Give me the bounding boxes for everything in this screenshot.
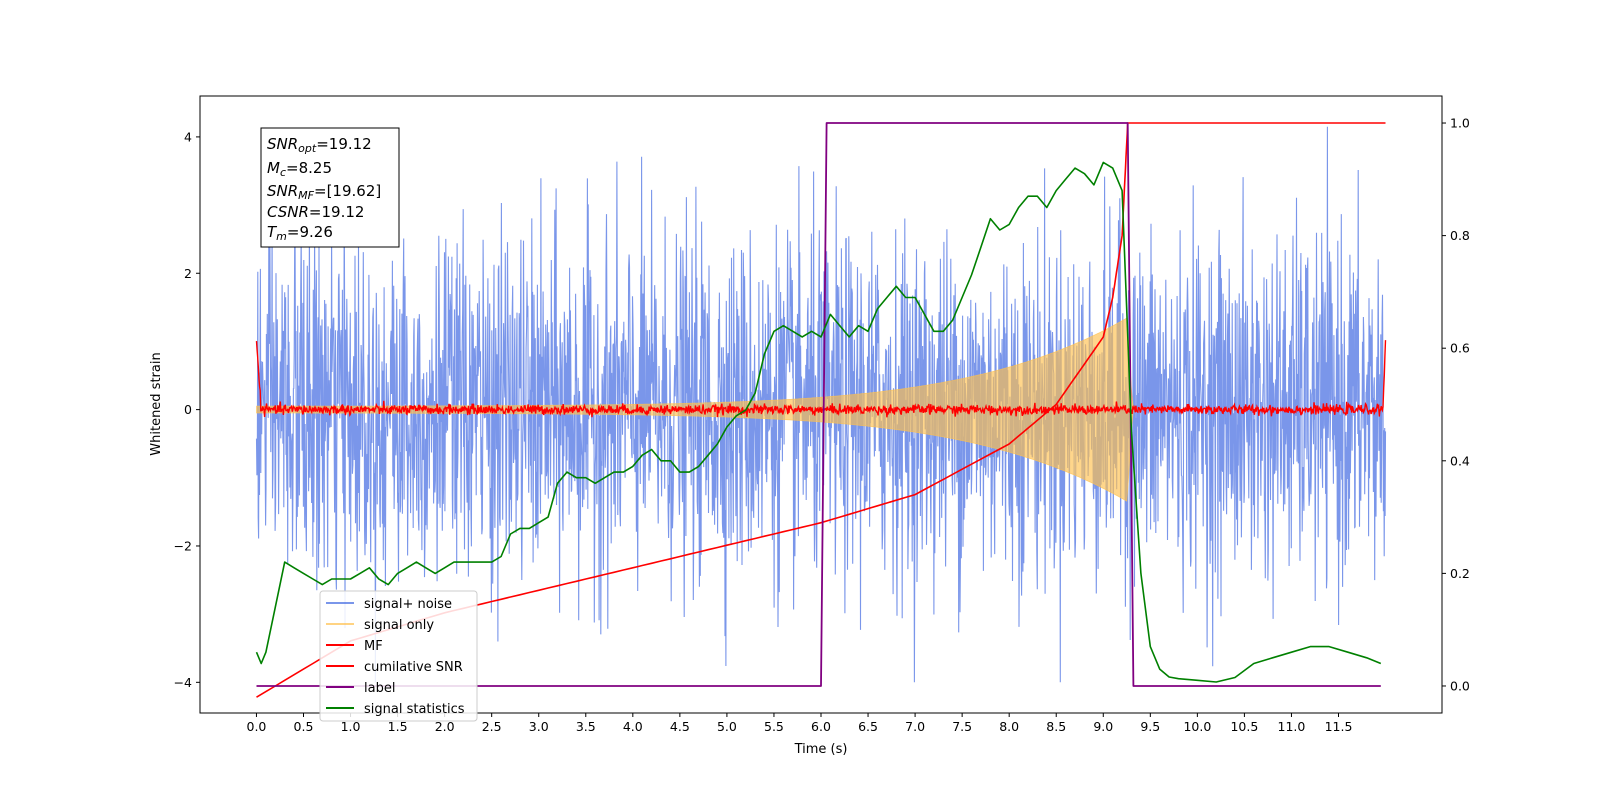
x-tick-label: 5.5 <box>764 719 784 734</box>
legend-label-signal-statistics: signal statistics <box>364 702 465 717</box>
y-tick-label: 0 <box>184 402 192 417</box>
legend-frame <box>319 590 478 722</box>
legend-label-mf: MF <box>364 639 383 654</box>
y2-tick-label: 0.6 <box>1450 341 1470 356</box>
annotation-snr-opt: SNRopt=19.12 <box>267 135 372 155</box>
annotation-mc: Mc=8.25 <box>267 159 332 179</box>
x-tick-label: 1.0 <box>341 719 361 734</box>
x-tick-label: 6.0 <box>811 719 831 734</box>
y2-tick-label: 0.2 <box>1450 566 1470 581</box>
legend-label-label: label <box>364 681 395 696</box>
legend: signal+ noise signal only MF cumilative … <box>319 590 478 722</box>
x-tick-label: 11.5 <box>1325 719 1353 734</box>
x-tick-label: 10.5 <box>1230 719 1258 734</box>
x-axis-label: Time (s) <box>794 742 848 757</box>
y2-tick-label: 1.0 <box>1450 116 1470 131</box>
axes-layer: 0.0 0.5 1.0 1.5 2.0 2.5 3.0 3.5 4.0 4.5 5.0 5.5 6.0 6… <box>174 116 1470 734</box>
y-tick-label: −2 <box>174 538 192 553</box>
y2-tick-label: 0.0 <box>1450 678 1470 693</box>
legend-label-signal-only: signal only <box>364 618 434 633</box>
x-tick-label: 7.5 <box>952 719 972 734</box>
y2-tick-label: 0.8 <box>1450 228 1470 243</box>
legend-label-cumulative-snr: cumilative SNR <box>364 660 463 675</box>
x-tick-label: 10.0 <box>1183 719 1211 734</box>
x-tick-label: 2.5 <box>482 719 502 734</box>
x-tick-label: 6.5 <box>858 719 878 734</box>
annotation-snr-mf: SNRMF=[19.62] <box>267 182 381 202</box>
x-tick-label: 4.0 <box>623 719 643 734</box>
legend-label-signal-noise: signal+ noise <box>364 597 452 612</box>
x-tick-label: 7.0 <box>905 719 925 734</box>
y-axis-label: Whitened strain <box>149 352 164 455</box>
x-tick-label: 3.0 <box>529 719 549 734</box>
x-tick-label: 8.0 <box>999 719 1019 734</box>
annotation-csnr: CSNR=19.12 <box>267 203 364 221</box>
y2-tick-label: 0.4 <box>1450 453 1470 468</box>
annotation-box: SNRopt=19.12 Mc=8.25 SNRMF=[19.62] CSNR=… <box>260 127 400 248</box>
series-signal-noise <box>255 126 1387 683</box>
x-tick-label: 11.0 <box>1278 719 1306 734</box>
series-label <box>256 122 1381 687</box>
annotation-tm: Tm=9.26 <box>267 223 333 243</box>
series-signal-statistics <box>255 161 1382 683</box>
y-tick-label: 4 <box>184 129 192 144</box>
x-tick-label: 5.0 <box>717 719 737 734</box>
series-cumulative-snr <box>256 122 1386 698</box>
y-tick-label: 2 <box>184 266 192 281</box>
x-tick-label: 0.0 <box>247 719 267 734</box>
x-tick-label: 0.5 <box>294 719 314 734</box>
x-tick-label: 8.5 <box>1046 719 1066 734</box>
x-tick-label: 3.5 <box>576 719 596 734</box>
x-tick-label: 9.0 <box>1093 719 1113 734</box>
series-mf <box>255 340 1387 418</box>
x-tick-label: 4.5 <box>670 719 690 734</box>
data-layer <box>255 122 1387 698</box>
y-tick-label: −4 <box>174 675 192 690</box>
annotation-frame <box>260 127 400 248</box>
x-tick-label: 2.0 <box>435 719 455 734</box>
x-tick-label: 9.5 <box>1140 719 1160 734</box>
x-tick-label: 1.5 <box>388 719 408 734</box>
